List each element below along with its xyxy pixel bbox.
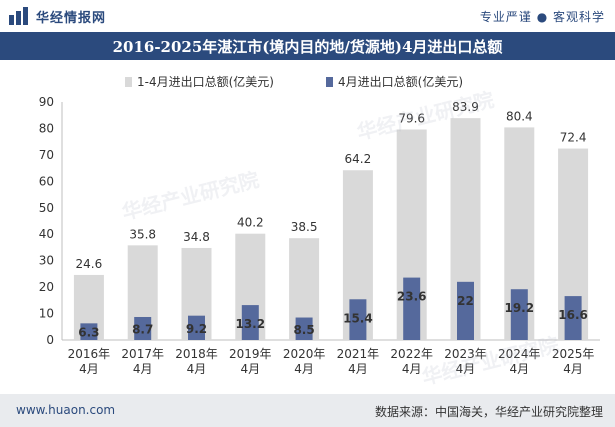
bar-april-8: [457, 281, 474, 340]
x-tick-label-8: 2023年 4月: [444, 347, 487, 376]
label-april-6: 15.4: [343, 311, 373, 325]
y-tick-label: 60: [39, 174, 54, 188]
label-total-3: 34.8: [183, 230, 210, 244]
label-total-8: 83.9: [452, 100, 479, 114]
label-total-4: 40.2: [237, 216, 264, 230]
x-tick-label-7: 2022年 4月: [390, 347, 433, 376]
y-tick-label: 80: [39, 121, 54, 135]
bar-april-10: [564, 296, 582, 340]
brand: 华经情报网: [8, 6, 106, 26]
bar-april-7: [403, 277, 421, 340]
label-total-5: 38.5: [291, 220, 318, 234]
bar-april-9: [510, 289, 528, 340]
x-tick-label-3: 2018年 4月: [175, 347, 218, 376]
y-tick-label: 30: [39, 254, 54, 268]
y-tick-label: 20: [39, 280, 54, 294]
bar-april-5: [295, 317, 313, 340]
x-tick-label-10: 2025年 4月: [552, 347, 595, 376]
bar-april-3: [188, 315, 205, 340]
legend-swatch-2: [326, 77, 333, 87]
label-april-2: 8.7: [132, 322, 153, 336]
chart-title-bar: 2016-2025年湛江市(境内目的地/货源地)4月进出口总额: [0, 32, 615, 60]
y-tick-label: 40: [39, 227, 54, 241]
bar-april-4: [241, 305, 259, 340]
label-april-7: 23.6: [397, 290, 427, 304]
label-april-5: 8.5: [293, 323, 314, 337]
label-total-2: 35.8: [129, 227, 156, 241]
label-april-9: 19.2: [504, 301, 534, 315]
bar-chart: 1-4月进出口总额(亿美元) 4月进出口总额(亿美元) 0 10 20 30 40 50 60 7…: [39, 74, 600, 376]
brand-name: 华经情报网: [36, 10, 107, 26]
label-april-1: 6.3: [78, 326, 99, 340]
label-total-10: 72.4: [560, 131, 587, 145]
label-total-1: 24.6: [76, 257, 103, 271]
tagline: 专业严谨 ● 客观科学: [479, 10, 605, 24]
label-april-8: 22: [457, 294, 474, 308]
y-tick-label: 90: [39, 95, 54, 109]
bar-april-1: [80, 323, 98, 340]
y-tick-label: 0: [46, 333, 54, 347]
y-tick-label: 50: [39, 201, 54, 215]
label-april-3: 9.2: [186, 322, 207, 336]
legend-label-2: 4月进出口总额(亿美元): [338, 74, 463, 89]
chart-title: 2016-2025年湛江市(境内目的地/货源地)4月进出口总额: [112, 37, 503, 56]
bar-april-6: [349, 299, 367, 340]
y-tick-label: 70: [39, 148, 54, 162]
footer-source: 数据来源：中国海关，华经产业研究院整理: [374, 405, 603, 419]
x-tick-label-1: 2016年 4月: [68, 347, 111, 376]
label-total-9: 80.4: [506, 109, 533, 123]
y-tick-label: 10: [39, 307, 54, 321]
bar-april-2: [134, 316, 152, 340]
legend-label-1: 1-4月进出口总额(亿美元): [137, 74, 274, 89]
top-bar: 华经情报网 专业严谨 ● 客观科学: [0, 0, 615, 32]
label-total-7: 79.6: [398, 112, 425, 126]
label-april-10: 16.6: [558, 308, 588, 322]
label-april-4: 13.2: [235, 317, 265, 331]
x-tick-label-5: 2020年 4月: [283, 347, 326, 376]
legend-swatch-1: [125, 77, 132, 87]
footer: www.huaon.com 数据来源：中国海关，华经产业研究院整理: [0, 394, 615, 427]
x-tick-label-6: 2021年 4月: [337, 347, 380, 376]
x-tick-label-4: 2019年 4月: [229, 347, 272, 376]
label-total-6: 64.2: [345, 152, 372, 166]
footer-website: www.huaon.com: [16, 403, 116, 417]
x-tick-label-2: 2017年 4月: [121, 347, 164, 376]
logo-icon: [9, 7, 28, 25]
x-tick-label-9: 2024年 4月: [498, 347, 541, 376]
